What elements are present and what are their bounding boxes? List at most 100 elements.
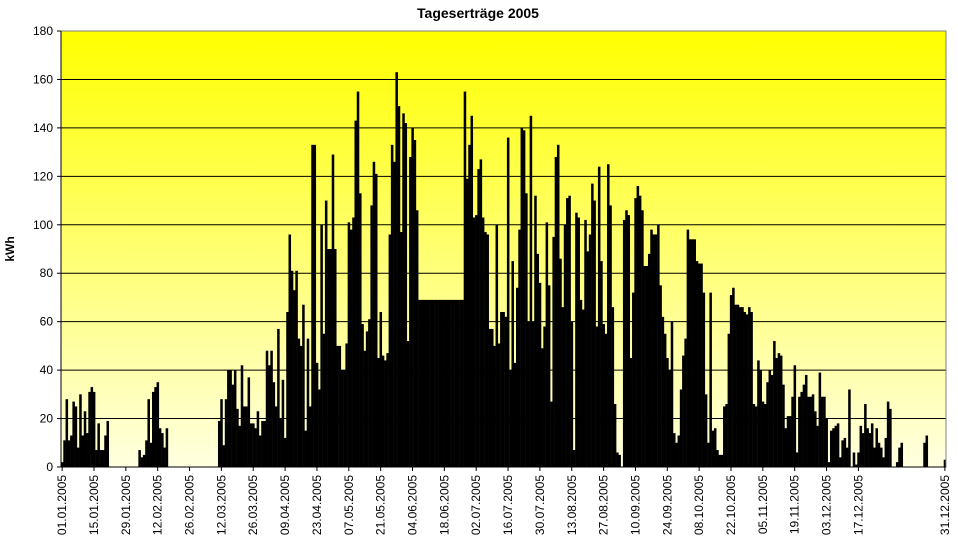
bar [588, 234, 592, 467]
bar [243, 406, 246, 467]
bar [443, 299, 446, 467]
bar [311, 144, 314, 467]
y-tick-label: 60 [40, 315, 54, 329]
x-tick-label: 12.02.2005 [151, 475, 165, 535]
bar [554, 156, 558, 467]
bar [274, 406, 278, 467]
y-axis-title: kWh [3, 236, 17, 261]
bar [600, 261, 603, 467]
bar [868, 433, 872, 467]
bar [477, 169, 480, 467]
bar [538, 282, 542, 467]
x-tick-label: 10.09.2005 [628, 475, 642, 535]
bar [729, 295, 733, 467]
bar [349, 229, 353, 467]
bar [399, 232, 403, 467]
bar [411, 127, 414, 467]
bar [488, 328, 492, 467]
bar [370, 205, 373, 467]
bar [327, 249, 330, 467]
bar [522, 130, 526, 467]
bar [736, 304, 740, 467]
bar [286, 311, 289, 467]
bar [636, 186, 640, 467]
bar [768, 370, 772, 467]
bar [763, 404, 767, 467]
x-tick-label: 26.03.2005 [246, 475, 260, 535]
bar [613, 404, 617, 467]
bar [609, 205, 612, 467]
x-tick-label: 23.04.2005 [310, 475, 324, 535]
bar [720, 454, 724, 467]
bar [563, 224, 567, 467]
bar [475, 215, 478, 467]
bar [759, 370, 762, 467]
bar [581, 309, 585, 467]
bar [773, 341, 776, 467]
bar [752, 404, 756, 467]
bar [224, 399, 228, 467]
bar [793, 365, 797, 467]
bar [595, 326, 599, 467]
bar [839, 457, 842, 467]
x-tick-label: 15.01.2005 [87, 475, 101, 535]
data-bars [61, 72, 947, 468]
bar [258, 435, 262, 467]
y-tick-label: 160 [33, 72, 53, 86]
bar [622, 219, 626, 467]
bar [459, 299, 462, 467]
bar [413, 140, 417, 467]
bar [809, 396, 813, 467]
bar [707, 442, 710, 467]
bar [404, 123, 408, 467]
bar [889, 408, 892, 467]
bar [334, 249, 337, 467]
bar [70, 435, 73, 467]
bar [811, 394, 815, 467]
bar [604, 333, 608, 467]
bar [354, 120, 358, 468]
bar [240, 365, 244, 467]
bar [568, 195, 571, 467]
bar [299, 345, 303, 467]
bar [675, 442, 678, 467]
bar [873, 447, 876, 467]
bar [388, 234, 392, 467]
bar [654, 234, 658, 467]
bar [511, 261, 514, 467]
bar [825, 418, 828, 467]
bar [65, 399, 69, 467]
x-tick-label: 16.07.2005 [501, 475, 515, 535]
bar [227, 370, 230, 467]
bar [688, 239, 692, 467]
bar [422, 299, 426, 467]
bar [368, 319, 371, 467]
bar [436, 299, 439, 467]
bar [695, 261, 699, 467]
bar [723, 406, 726, 467]
bar [852, 452, 856, 467]
bar [379, 311, 383, 467]
bar [900, 442, 904, 467]
bar [81, 435, 85, 467]
bar [668, 370, 671, 467]
bar [461, 299, 464, 467]
bar [497, 343, 501, 467]
bar [513, 362, 517, 467]
bar [288, 234, 292, 467]
bar [409, 156, 412, 467]
bar [643, 265, 646, 467]
bar [779, 355, 783, 467]
bar [268, 365, 271, 467]
bar [738, 307, 742, 467]
bar [545, 222, 549, 467]
bar [238, 425, 241, 467]
bar [638, 195, 642, 467]
bar [520, 127, 524, 467]
bar [757, 360, 760, 467]
chart-title: Tageserträge 2005 [417, 5, 539, 21]
bar [256, 411, 260, 467]
bar [140, 457, 144, 467]
bar [745, 314, 749, 467]
bar [677, 435, 681, 467]
